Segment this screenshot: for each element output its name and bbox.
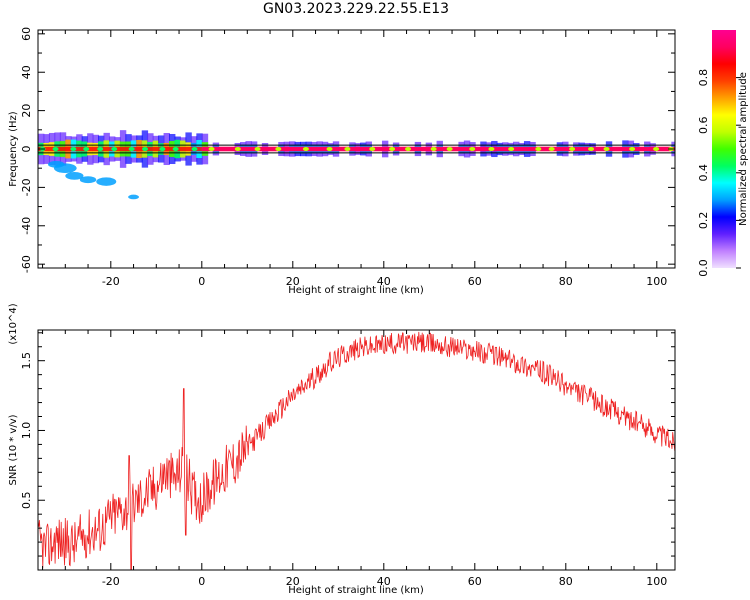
x-tick-label: 20 xyxy=(286,275,300,288)
heatmap-cell xyxy=(52,147,59,151)
x-tick-label: 60 xyxy=(468,575,482,588)
y-tick-label: 0 xyxy=(20,146,33,153)
heatmap-cell xyxy=(96,177,117,186)
heatmap-cell xyxy=(369,147,376,151)
spectrogram-y-axis-label: Frequency (Hz) xyxy=(8,111,19,187)
heatmap-cell xyxy=(588,147,595,151)
colorbar-tick-label: 0.0 xyxy=(697,259,710,277)
heatmap-cell xyxy=(569,147,576,151)
heatmap-cell xyxy=(142,147,149,151)
spectrogram-heatmap xyxy=(38,130,675,200)
carrier-band xyxy=(38,146,202,152)
heatmap-cell xyxy=(70,147,77,151)
y-tick-label: 1.0 xyxy=(20,422,33,440)
heatmap-cell xyxy=(535,147,542,151)
heatmap-cell xyxy=(128,147,135,151)
heatmap-cell xyxy=(275,147,282,151)
colorbar-tick-label: 0.4 xyxy=(697,164,710,182)
x-tick-label: 80 xyxy=(559,575,573,588)
heatmap-cell xyxy=(83,147,90,151)
colorbar-label: Normalized spectral amplitude xyxy=(738,72,749,226)
x-tick-label: 40 xyxy=(377,275,391,288)
heatmap-cell xyxy=(128,194,140,200)
snr-multiplier-label: (x10^4) xyxy=(8,303,19,344)
x-tick-label: 80 xyxy=(559,275,573,288)
heatmap-cell xyxy=(48,160,65,168)
snr-x-ticks: -20 0 20 40 60 80 100 xyxy=(42,330,667,588)
snr-x-axis-label: Height of straight line (km) xyxy=(288,585,424,596)
heatmap-cell xyxy=(254,147,261,151)
y-tick-label: 0.5 xyxy=(20,491,33,509)
x-tick-label: 100 xyxy=(646,275,667,288)
spectrogram-x-axis-label: Height of straight line (km) xyxy=(288,285,424,296)
spectrogram-y-ticks: -60 -40 -20 0 20 40 60 xyxy=(20,27,675,273)
heatmap-cell xyxy=(469,147,476,151)
heatmap-cell xyxy=(191,147,198,151)
colorbar: 0.0 0.2 0.4 0.6 0.8 Normalized spectral ampl… xyxy=(697,30,749,277)
heatmap-cell xyxy=(159,147,166,151)
snr-series xyxy=(38,331,675,570)
snr-y-ticks: 0.5 1.0 1.5 xyxy=(20,332,675,557)
x-tick-label: 40 xyxy=(377,575,391,588)
x-tick-label: 20 xyxy=(286,575,300,588)
colorbar-gradient xyxy=(712,30,736,268)
snr-series-line xyxy=(38,331,675,570)
heatmap-cell xyxy=(508,147,515,151)
heatmap-cell xyxy=(326,147,333,151)
heatmap-cell xyxy=(65,172,84,180)
x-tick-label: 0 xyxy=(198,575,205,588)
y-tick-label: -60 xyxy=(20,255,33,273)
heatmap-cell xyxy=(446,147,453,151)
heatmap-cell xyxy=(653,147,660,151)
heatmap-cell xyxy=(344,147,351,151)
spectrogram-x-ticks: -20 0 20 40 60 80 100 xyxy=(42,30,667,288)
heatmap-cell xyxy=(629,147,636,151)
x-tick-label: -20 xyxy=(102,275,120,288)
snr-panel: -20 0 20 40 60 80 100 0.5 1.0 1.5 Height of stra… xyxy=(8,303,676,596)
colorbar-tick-label: 0.6 xyxy=(697,116,710,134)
heatmap-cell xyxy=(548,147,555,151)
y-tick-label: -20 xyxy=(20,178,33,196)
x-tick-label: -20 xyxy=(102,575,120,588)
y-tick-label: -40 xyxy=(20,217,33,235)
heatmap-cell xyxy=(172,147,179,151)
carrier-band xyxy=(201,146,675,152)
heatmap-cell xyxy=(234,147,241,151)
heatmap-cell xyxy=(405,147,412,151)
heatmap-cell xyxy=(430,147,437,151)
colorbar-tick-label: 0.8 xyxy=(697,69,710,87)
y-tick-label: 40 xyxy=(20,65,33,79)
y-tick-label: 1.5 xyxy=(20,352,33,370)
y-tick-label: 20 xyxy=(20,104,33,118)
heatmap-cell xyxy=(389,147,396,151)
chart-title: GN03.2023.229.22.55.E13 xyxy=(262,1,450,17)
colorbar-tick-label: 0.2 xyxy=(697,212,710,230)
heatmap-cell xyxy=(79,176,97,184)
colorbar-ticks: 0.0 0.2 0.4 0.6 0.8 xyxy=(697,69,741,277)
heatmap-cell xyxy=(488,147,495,151)
heatmap-cell xyxy=(208,147,215,151)
x-tick-label: 0 xyxy=(198,275,205,288)
heatmap-cell xyxy=(302,147,309,151)
reference-lines xyxy=(38,144,675,154)
spectrogram-panel: -20 0 20 40 60 80 100 -60 -40 -20 0 20 40 60 Height … xyxy=(8,27,676,296)
heatmap-cell xyxy=(603,147,610,151)
snr-y-axis-label: SNR (10 * v/v) xyxy=(8,414,19,485)
heatmap-cell xyxy=(111,147,118,151)
snr-frame xyxy=(37,329,676,571)
heatmap-cell xyxy=(97,147,104,151)
x-tick-label: 60 xyxy=(468,275,482,288)
x-tick-label: 100 xyxy=(646,575,667,588)
y-tick-label: 60 xyxy=(20,27,33,41)
